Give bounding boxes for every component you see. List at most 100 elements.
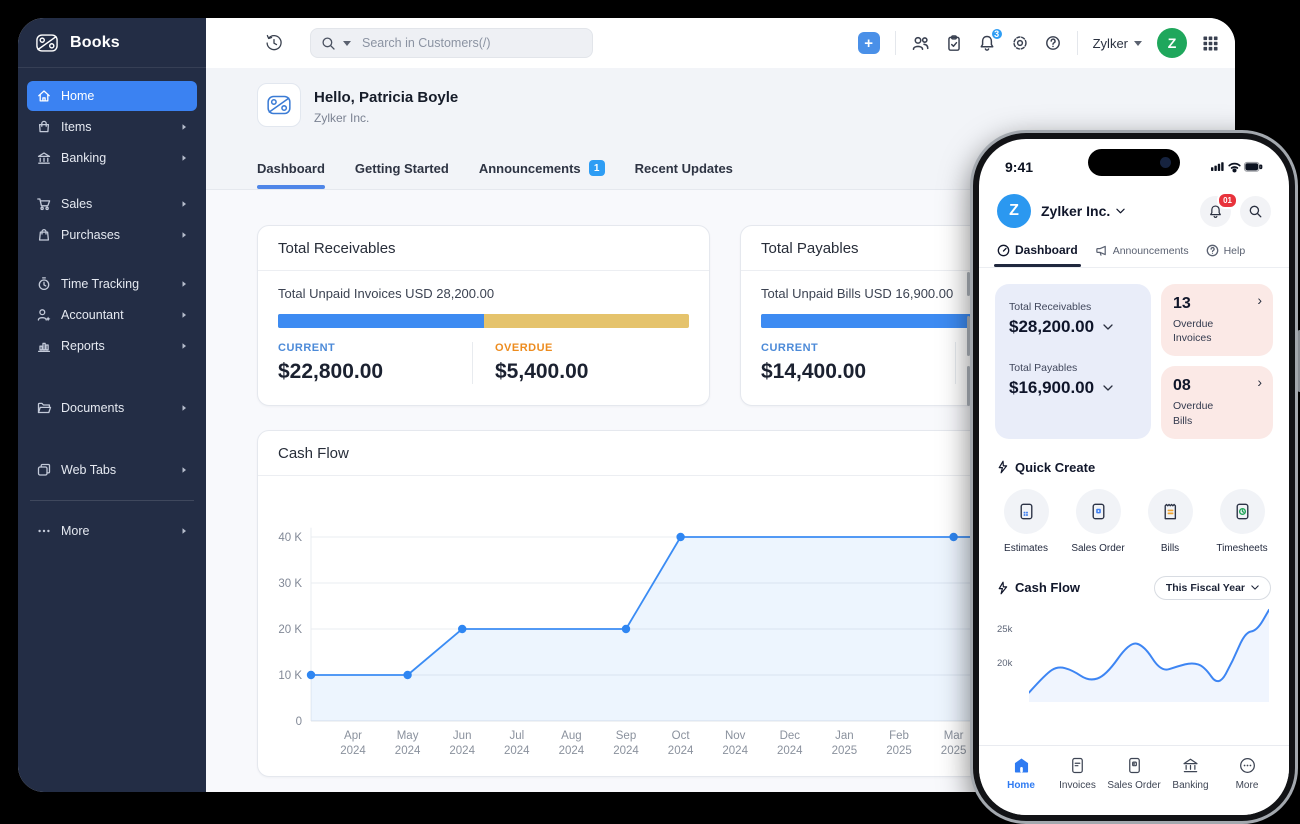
tasks-clipboard-icon[interactable] [945,34,963,52]
app-logo[interactable]: Books [18,18,206,68]
quick-create-timesheets[interactable]: Timesheets [1213,488,1271,554]
phone-org-avatar[interactable]: Z [997,194,1031,228]
card-title: Total Payables [741,226,1192,271]
phone-payables-stat[interactable]: Total Payables $16,900.00 [1009,362,1137,398]
nav-more[interactable]: More [1219,756,1275,799]
payables-current[interactable]: CURRENT $14,400.00 [761,342,867,383]
invoices-icon [1068,756,1087,775]
referral-users-icon[interactable] [911,34,930,53]
phone-notifications-button[interactable]: 01 [1200,191,1238,227]
search-placeholder: Search in Customers(/) [362,36,491,50]
card-title: Total Receivables [258,226,709,271]
phone-org-name: Zylker Inc. [1041,203,1111,219]
home-icon [36,88,52,104]
sidebar-item-purchases[interactable]: Purchases [27,220,197,250]
quick-create-estimates[interactable]: Estimates [997,488,1055,554]
nav-banking[interactable]: Banking [1163,756,1219,799]
sidebar-item-time-tracking[interactable]: Time Tracking [27,269,197,299]
tab-announcements[interactable]: Announcements 1 [479,160,605,189]
overdue-invoices-card[interactable]: 13 Overdue Invoices › [1161,284,1273,357]
notification-count-badge: 3 [989,27,1004,41]
nav-sales-order[interactable]: Sales Order [1106,756,1162,799]
chevron-right-icon [180,466,188,474]
card-title: Cash Flow [258,431,1192,476]
sales-icon [36,196,52,212]
receivables-subtitle: Total Unpaid Invoices USD 28,200.00 [278,286,495,301]
user-avatar[interactable]: Z [1157,28,1187,58]
lightning-icon [997,460,1008,474]
quick-add-button[interactable]: + [857,32,880,54]
phone-volume-up-button [967,316,970,356]
camera-icon [1160,157,1171,168]
notifications-bell-icon[interactable]: 3 [978,27,1004,52]
banking-icon [1181,756,1200,775]
receivables-progress-bar [278,314,689,328]
help-icon [1206,244,1219,257]
sidebar-item-items[interactable]: Items [27,112,197,142]
phone-tab-dashboard[interactable]: Dashboard [994,243,1081,267]
sidebar-item-sales[interactable]: Sales [27,189,197,219]
sidebar-item-label: Documents [61,401,125,415]
topbar: Search in Customers(/) + 3 Zylker Z [206,18,1235,68]
nav-home[interactable]: Home [993,756,1049,799]
phone-cash-flow-chart[interactable]: 25k 20k [997,608,1271,702]
search-icon [1248,204,1263,219]
tab-getting-started[interactable]: Getting Started [354,160,449,176]
sidebar: Books Home Items Banking Sales [18,18,206,792]
quick-create-sales-order[interactable]: Sales Order [1069,488,1127,554]
nav-invoices[interactable]: Invoices [1050,756,1106,799]
fiscal-year-filter[interactable]: This Fiscal Year [1153,575,1271,600]
timesheets-doc-icon [1233,502,1252,521]
sidebar-item-documents[interactable]: Documents [27,393,197,423]
phone-cash-flow-title: Cash Flow [1015,580,1081,596]
sidebar-item-label: Purchases [61,228,121,242]
tab-recent-updates[interactable]: Recent Updates [634,160,733,176]
search-input[interactable]: Search in Customers(/) [310,28,593,58]
chevron-down-icon[interactable] [1103,385,1113,391]
help-icon[interactable] [1044,34,1062,52]
phone-receivables-stat[interactable]: Total Receivables $28,200.00 [1009,301,1137,337]
receivables-current[interactable]: CURRENT $22,800.00 [278,342,384,383]
search-scope-caret-icon[interactable] [343,40,351,46]
phone-org-switcher[interactable]: Zylker Inc. [1041,203,1125,219]
sidebar-item-banking[interactable]: Banking [27,143,197,173]
sidebar-item-accountant[interactable]: Accountant [27,300,197,330]
chevron-down-icon[interactable] [1103,324,1113,330]
sidebar-item-web-tabs[interactable]: Web Tabs [27,455,197,485]
chevron-right-icon [180,231,188,239]
topbar-actions: + 3 Zylker Z [857,27,1235,58]
banking-icon [36,150,52,166]
apps-grid-icon[interactable] [1202,35,1219,52]
sidebar-item-more[interactable]: More [27,516,197,546]
phone-search-button[interactable] [1240,195,1271,227]
status-icons [1211,161,1263,173]
org-switcher[interactable]: Zylker [1093,36,1142,51]
more-icon [1238,756,1257,775]
quick-create-bills[interactable]: Bills [1141,488,1199,554]
tab-dashboard[interactable]: Dashboard [257,160,325,189]
chevron-down-icon [1116,208,1125,214]
bell-icon [1208,204,1223,219]
chevron-right-icon [180,123,188,131]
sales-order-icon [1125,756,1144,775]
payables-overdue[interactable] [955,342,1172,384]
phone-tab-help[interactable]: Help [1206,244,1245,267]
overdue-bills-card[interactable]: 08 Overdue Bills › [1161,366,1273,439]
greeting-block: Hello, Patricia Boyle Zylker Inc. [314,89,458,125]
sales-order-doc-icon [1089,502,1108,521]
receivables-overdue[interactable]: OVERDUE $5,400.00 [472,342,689,384]
recent-history-icon[interactable] [264,33,284,53]
more-icon [36,523,52,539]
svg-text:10 K: 10 K [278,670,302,682]
chevron-down-icon [1251,585,1259,590]
sidebar-item-home[interactable]: Home [27,81,197,111]
sidebar-item-label: Web Tabs [61,463,117,477]
sidebar-item-reports[interactable]: Reports [27,331,197,361]
phone-tab-announcements[interactable]: Announcements [1095,244,1189,267]
settings-gear-icon[interactable] [1011,34,1029,52]
org-logo-card [257,83,301,127]
